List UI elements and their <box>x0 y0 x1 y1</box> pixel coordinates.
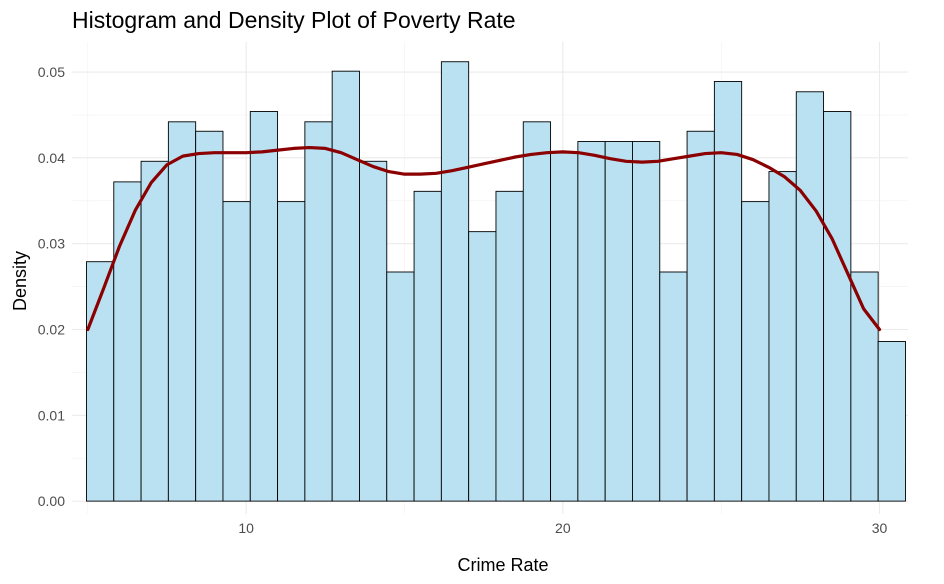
histogram-bar <box>140 160 169 502</box>
histogram-bar <box>850 271 879 502</box>
histogram-bar <box>577 141 606 502</box>
x-axis-ticks: 10 20 30 <box>238 520 887 536</box>
histogram-bar <box>277 201 306 502</box>
histogram-bar <box>222 201 251 502</box>
x-tick-label: 30 <box>872 520 888 536</box>
y-tick-label: 0.02 <box>38 321 65 337</box>
histogram-bar <box>659 271 688 502</box>
histogram-bar <box>795 91 825 502</box>
histogram-bar <box>249 111 279 502</box>
histogram-bar <box>550 151 579 502</box>
histogram-bar <box>823 111 852 502</box>
histogram-bar <box>604 141 633 502</box>
y-tick-label: 0.04 <box>38 150 65 166</box>
histogram-bar <box>768 171 797 502</box>
histogram-bar <box>495 190 524 502</box>
y-tick-label: 0.05 <box>38 64 65 80</box>
histogram-bar <box>331 70 360 502</box>
histogram-bars <box>86 61 906 502</box>
x-tick-label: 10 <box>238 520 254 536</box>
histogram-bar <box>440 61 470 502</box>
histogram-bar <box>632 141 661 502</box>
histogram-bar <box>877 341 906 502</box>
y-tick-label: 0.03 <box>38 236 65 252</box>
histogram-bar <box>386 271 415 502</box>
density-curve <box>86 145 882 332</box>
x-axis-label: Crime Rate <box>457 555 548 575</box>
histogram-bar <box>741 201 770 502</box>
histogram-bar <box>468 231 497 502</box>
histogram-bar <box>522 121 552 502</box>
histogram-bar <box>413 190 442 502</box>
histogram-bar <box>304 121 333 502</box>
y-axis-label: Density <box>10 251 30 311</box>
y-tick-label: 0.01 <box>38 407 65 423</box>
histogram-bar <box>113 181 142 502</box>
histogram-bar <box>686 130 715 502</box>
histogram-bar <box>713 81 743 502</box>
histogram-bar <box>195 130 224 502</box>
histogram-bar <box>359 160 388 502</box>
histogram-bar <box>167 121 197 502</box>
y-axis-ticks: 0.00 0.01 0.02 0.03 0.04 0.05 <box>38 64 65 509</box>
y-tick-label: 0.00 <box>38 493 65 509</box>
x-tick-label: 20 <box>555 520 571 536</box>
chart-title: Histogram and Density Plot of Poverty Ra… <box>72 7 516 33</box>
